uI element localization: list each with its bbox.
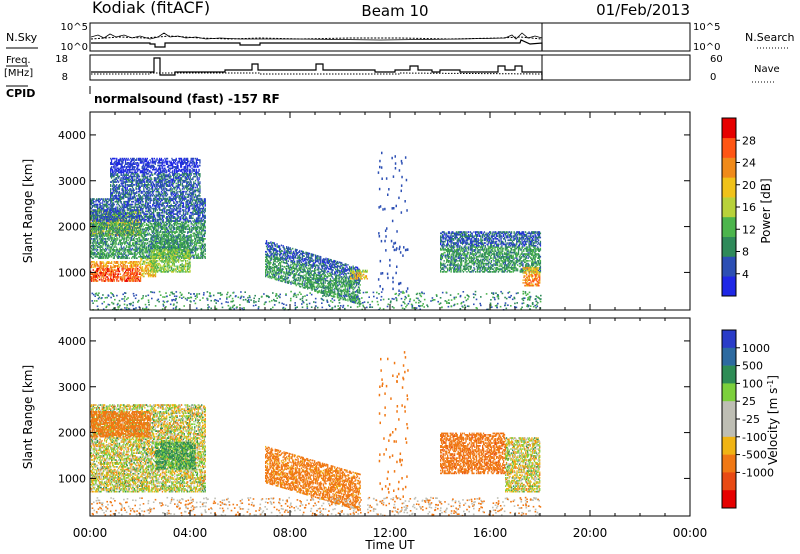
echo-cell: [100, 202, 101, 204]
echo-cell: [97, 211, 98, 213]
nave-label: Nave: [754, 64, 780, 75]
freq-panel-extension: [542, 55, 690, 80]
echo-cell: [94, 261, 95, 263]
echo-cell: [97, 204, 98, 206]
echo-cell: [101, 205, 102, 207]
nsky-label: N.Sky: [6, 31, 38, 44]
echo-cell: [97, 280, 98, 282]
echo-cell: [118, 280, 119, 282]
noise-right-tick-bottom: 10^0: [693, 42, 720, 53]
echo-cell: [108, 265, 109, 267]
echo-cell: [119, 267, 120, 269]
echo-cell: [99, 279, 100, 281]
echo-cell: [119, 271, 120, 273]
freq-unit-label: [MHz]: [4, 68, 33, 79]
echo-cell: [138, 276, 139, 278]
echo-cell: [94, 198, 95, 200]
echo-cell: [140, 263, 141, 265]
echo-cell: [136, 261, 137, 263]
nave-tick-bottom: 0: [710, 72, 716, 83]
echo-cell: [140, 272, 141, 274]
station-title: Kodiak (fitACF): [92, 0, 210, 17]
noise-right-tick-top: 10^5: [693, 22, 720, 33]
cpid-value: normalsound (fast) -157 RF: [94, 92, 280, 106]
echo-cell: [103, 230, 104, 232]
echo-cell: [91, 238, 92, 240]
nave-trace: [91, 73, 542, 74]
noise-raw-trace: [91, 33, 542, 40]
echo-cell: [107, 241, 108, 243]
echo-cell: [114, 279, 115, 281]
echo-cell: [97, 223, 98, 225]
echo-cell: [108, 261, 109, 263]
echo-cell: [96, 233, 97, 235]
echo-cell: [118, 276, 119, 278]
echo-cell: [93, 269, 94, 271]
echo-cell: [127, 265, 128, 267]
echo-cell: [118, 264, 119, 266]
echo-cell: [108, 279, 109, 281]
noise-left-tick-top: 10^5: [61, 22, 88, 33]
echo-cell: [125, 265, 126, 267]
echo-cell: [115, 273, 116, 275]
echo-cell: [117, 261, 118, 263]
echo-cell: [139, 269, 140, 271]
nave-tick-top: 60: [710, 54, 723, 65]
echo-cell: [94, 252, 95, 254]
echo-cell: [108, 206, 109, 208]
echo-cell: [144, 261, 145, 263]
noise-panel-extension: [542, 23, 690, 51]
echo-cell: [107, 224, 108, 226]
echo-cell: [105, 238, 106, 240]
beam-title: Beam 10: [361, 2, 428, 20]
freq-trace: [91, 58, 542, 80]
echo-cell: [97, 235, 98, 237]
echo-cell: [148, 267, 149, 269]
echo-cell: [133, 268, 134, 270]
cpid-label: CPID: [6, 87, 35, 100]
echo-cell: [111, 261, 112, 263]
echo-cell: [103, 233, 104, 235]
echo-cell: [122, 261, 123, 263]
echo-cell: [96, 261, 97, 263]
echo-cell: [118, 273, 119, 275]
echo-cell: [97, 239, 98, 241]
echo-cell: [107, 273, 108, 275]
echo-cell: [144, 276, 145, 278]
power-echo-layer: [90, 152, 542, 311]
echo-cell: [97, 249, 98, 251]
freq-label: Freq.: [6, 55, 31, 66]
echo-cell: [94, 201, 95, 203]
echo-cell: [109, 233, 110, 235]
echo-cell: [103, 198, 104, 200]
echo-cell: [137, 273, 138, 275]
echo-cell: [109, 224, 110, 226]
freq-tick-bottom: 8: [62, 72, 68, 83]
echo-cell: [126, 261, 127, 263]
nsearch-label: N.Search: [745, 31, 795, 44]
freq-tick-top: 18: [55, 54, 68, 65]
echo-cell: [103, 262, 104, 264]
echo-cell: [93, 257, 94, 259]
noise-left-tick-bottom: 10^0: [61, 42, 88, 53]
noise-sky-trace: [91, 40, 542, 50]
echo-cell: [137, 268, 138, 270]
echo-cell: [108, 245, 109, 247]
echo-cell: [108, 235, 109, 237]
echo-cell: [142, 266, 143, 268]
date-title: 01/Feb/2013: [596, 1, 690, 19]
echo-cell: [120, 273, 121, 275]
echo-cell: [92, 264, 93, 266]
